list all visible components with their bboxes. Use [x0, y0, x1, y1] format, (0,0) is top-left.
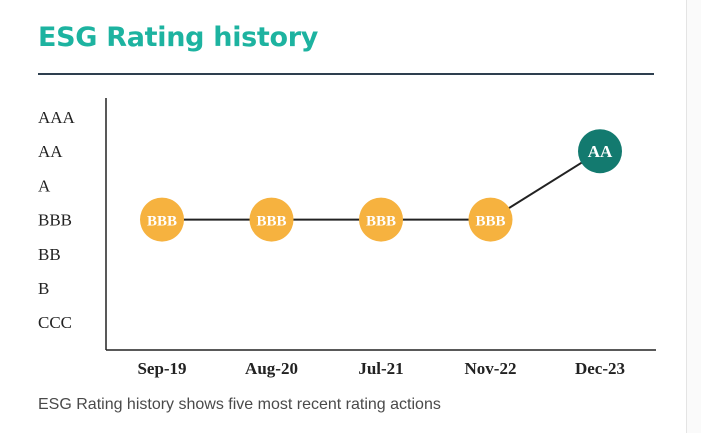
window-edge — [686, 0, 701, 433]
rating-label: BBB — [475, 214, 505, 230]
y-tick-label-a: A — [38, 176, 51, 195]
rating-marker — [359, 197, 403, 242]
rating-point-jul-21: BBB — [359, 197, 403, 242]
y-tick-label-b: B — [38, 279, 49, 298]
x-tick-label-aug-20: Aug-20 — [245, 359, 298, 378]
x-tick-label-sep-19: Sep-19 — [137, 359, 186, 378]
x-tick-labels: Sep-19 Aug-20 Jul-21 Nov-22 Dec-23 — [137, 359, 625, 378]
y-tick-label-ccc: CCC — [38, 313, 72, 332]
y-tick-label-aa: AA — [38, 142, 63, 161]
y-tick-label-aaa: AAA — [38, 108, 76, 127]
rating-marker — [578, 129, 622, 174]
rating-marker — [249, 197, 294, 242]
chart-title: ESG Rating history — [38, 22, 319, 53]
rating-label: BBB — [147, 214, 177, 230]
rating-label: BBB — [366, 214, 396, 230]
x-tick-label-nov-22: Nov-22 — [465, 359, 517, 378]
rating-marker — [140, 197, 184, 242]
x-tick-label-dec-23: Dec-23 — [575, 359, 625, 378]
rating-points: BBB BBB BBB BBB AA — [140, 129, 622, 242]
rating-label: BBB — [256, 214, 286, 230]
y-tick-label-bb: BB — [38, 245, 61, 264]
rating-label: AA — [588, 142, 613, 161]
rating-point-nov-22: BBB — [468, 197, 513, 242]
chart-axes — [105, 98, 656, 351]
rating-point-dec-23: AA — [578, 129, 622, 174]
y-tick-label-bbb: BBB — [38, 211, 72, 230]
rating-marker — [468, 197, 513, 242]
rating-point-aug-20: BBB — [249, 197, 294, 242]
chart-caption: ESG Rating history shows five most recen… — [38, 396, 441, 413]
x-tick-label-jul-21: Jul-21 — [358, 359, 403, 378]
rating-point-sep-19: BBB — [140, 197, 184, 242]
title-divider — [38, 73, 654, 75]
